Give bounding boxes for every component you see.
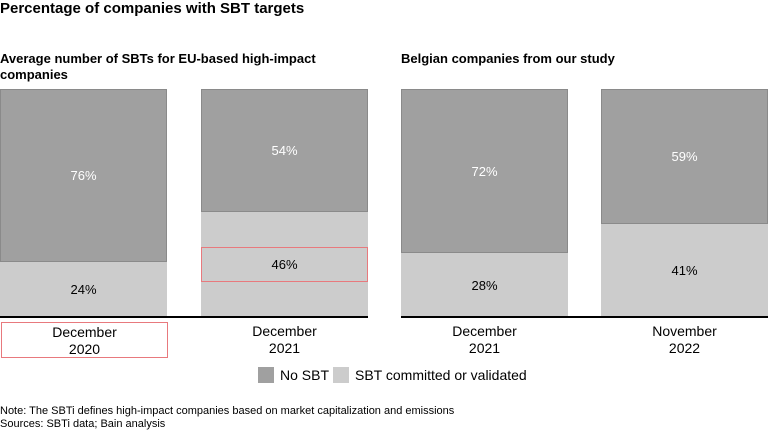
x-tick-label: December 2021 [252,323,317,356]
chart-1-subtitle: Average number of SBTs for EU-based high… [0,51,316,82]
chart-2-subtitle: Belgian companies from our study [401,51,615,66]
legend-no-sbt: No SBT [258,367,329,383]
legend-swatch [333,367,349,383]
bar-sbt: 28% [401,253,568,317]
bar-sbt: 46% [201,212,368,317]
data-label: 46% [201,247,368,283]
legend-label: No SBT [280,367,330,383]
data-label: 24% [70,282,97,298]
x-tick-label: December 2021 [452,323,517,356]
legend-sbt: SBT committed or validated [333,367,527,383]
x-tick-label: November 2022 [652,323,717,356]
bar-sbt: 41% [601,223,768,317]
note: Note: The SBTi defines high-impact compa… [0,405,455,417]
bar-no-sbt: 59% [601,89,768,224]
sources: Sources: SBTi data; Bain analysis [0,418,166,430]
x-axis-1 [0,316,368,318]
x-tick-label: December 2020 [1,322,168,358]
chart-title: Percentage of companies with SBT targets [0,0,305,17]
data-label: 41% [671,262,698,278]
bar-no-sbt: 72% [401,89,568,254]
bar-sbt: 24% [0,262,167,317]
bar-no-sbt: 76% [0,89,167,263]
legend-swatch [258,367,274,383]
data-label: 28% [471,277,498,293]
x-axis-2 [401,316,768,318]
legend-label: SBT committed or validated [355,367,527,383]
bar-no-sbt: 54% [201,89,368,213]
